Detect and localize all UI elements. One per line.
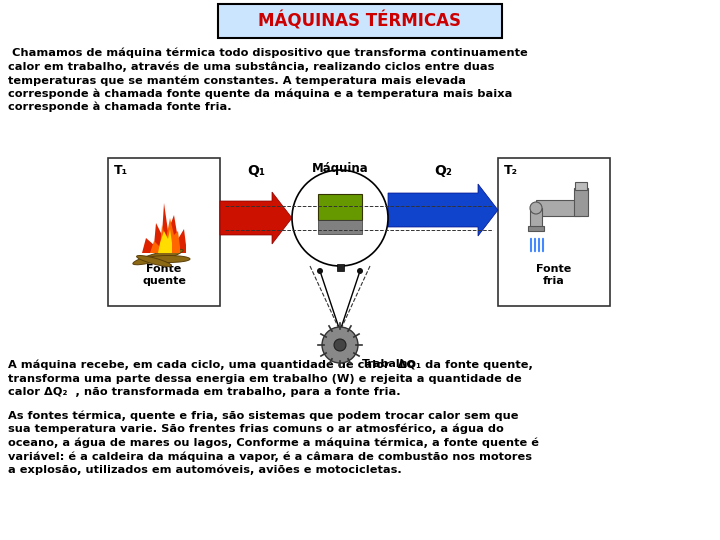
Text: Fonte
quente: Fonte quente — [142, 264, 186, 286]
FancyArrow shape — [388, 184, 498, 236]
Text: T₂: T₂ — [504, 164, 518, 177]
Text: temperaturas que se mantém constantes. A temperatura mais elevada: temperaturas que se mantém constantes. A… — [8, 75, 466, 85]
Text: Q₂: Q₂ — [434, 164, 452, 178]
Text: a explosão, utilizados em automóveis, aviões e motocicletas.: a explosão, utilizados em automóveis, av… — [8, 464, 402, 475]
Polygon shape — [142, 203, 186, 253]
Circle shape — [292, 170, 388, 266]
FancyBboxPatch shape — [218, 4, 502, 38]
Text: corresponde à chamada fonte fria.: corresponde à chamada fonte fria. — [8, 102, 232, 112]
Ellipse shape — [530, 202, 542, 214]
Ellipse shape — [137, 255, 171, 266]
Text: calor em trabalho, através de uma substância, realizando ciclos entre duas: calor em trabalho, através de uma substâ… — [8, 62, 495, 72]
Bar — [336, 264, 343, 271]
Text: oceano, a água de mares ou lagos, Conforme a máquina térmica, a fonte quente é: oceano, a água de mares ou lagos, Confor… — [8, 437, 539, 448]
Circle shape — [334, 339, 346, 351]
Circle shape — [317, 268, 323, 274]
Text: corresponde à chamada fonte quente da máquina e a temperatura mais baixa: corresponde à chamada fonte quente da má… — [8, 89, 513, 99]
Bar — [574, 188, 588, 216]
Text: As fontes térmica, quente e fria, são sistemas que podem trocar calor sem que: As fontes térmica, quente e fria, são si… — [8, 410, 518, 421]
FancyBboxPatch shape — [498, 158, 610, 306]
Bar — [318, 220, 362, 234]
Text: Q₁: Q₁ — [247, 164, 265, 178]
Text: MÁQUINAS TÉRMICAS: MÁQUINAS TÉRMICAS — [258, 11, 462, 30]
Text: Máquina: Máquina — [312, 162, 369, 175]
Circle shape — [357, 268, 363, 274]
Text: sua temperatura varie. São frentes frias comuns o ar atmosférico, a água do: sua temperatura varie. São frentes frias… — [8, 424, 504, 435]
FancyArrow shape — [220, 192, 292, 244]
Bar — [575, 182, 587, 190]
Circle shape — [322, 327, 358, 363]
Bar — [318, 194, 362, 220]
Bar — [530, 208, 542, 228]
Text: T₁: T₁ — [114, 164, 128, 177]
Bar — [536, 200, 580, 216]
Polygon shape — [150, 218, 180, 253]
FancyBboxPatch shape — [108, 158, 220, 306]
Bar — [528, 226, 544, 231]
Text: calor ΔQ₂  , não transformada em trabalho, para a fonte fria.: calor ΔQ₂ , não transformada em trabalho… — [8, 387, 400, 397]
Text: transforma uma parte dessa energia em trabalho (W) e rejeita a quantidade de: transforma uma parte dessa energia em tr… — [8, 374, 522, 383]
Ellipse shape — [133, 249, 183, 265]
Text: Chamamos de máquina térmica todo dispositivo que transforma continuamente: Chamamos de máquina térmica todo disposi… — [8, 48, 528, 58]
Ellipse shape — [146, 255, 190, 262]
Text: Trabalho: Trabalho — [362, 359, 416, 369]
Text: Fonte
fria: Fonte fria — [536, 264, 572, 286]
Polygon shape — [158, 229, 172, 253]
Text: variável: é a caldeira da máquina a vapor, é a câmara de combustão nos motores: variável: é a caldeira da máquina a vapo… — [8, 451, 532, 462]
Text: A máquina recebe, em cada ciclo, uma quantidade de calor  ΔQ₁ da fonte quente,: A máquina recebe, em cada ciclo, uma qua… — [8, 360, 533, 370]
